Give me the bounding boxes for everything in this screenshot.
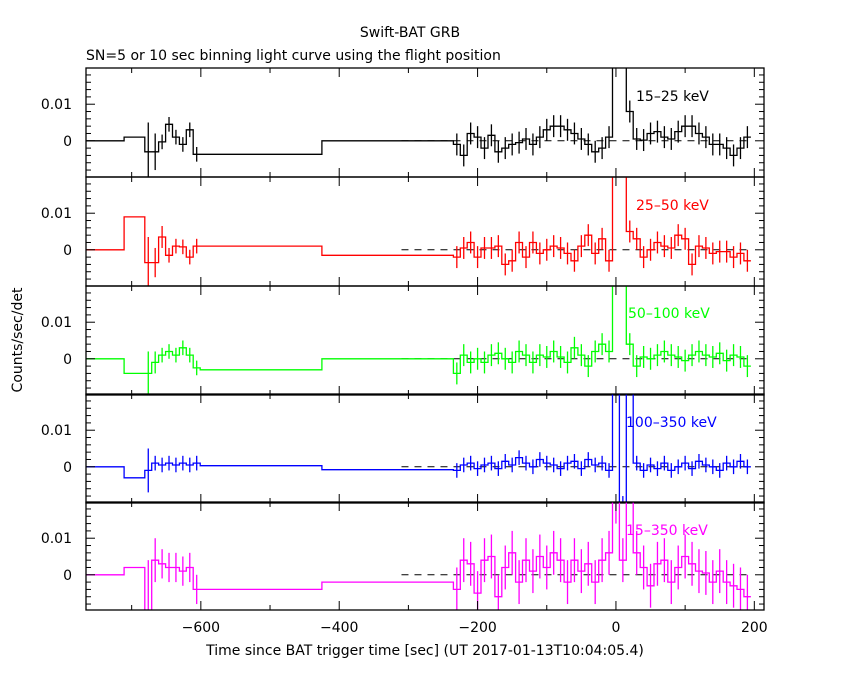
y-tick-label: 0.01 (41, 423, 72, 439)
panel-frame (85, 285, 765, 396)
panel-frame (85, 393, 765, 504)
y-tick-label: 0.01 (41, 97, 72, 113)
x-tick-label: 0 (611, 620, 620, 636)
x-axis-label: Time since BAT trigger time [sec] (UT 20… (205, 643, 644, 659)
panel-2: 0.01 0 50–100 keV (41, 285, 765, 396)
series-1 (86, 177, 751, 286)
panel-1: 0.01 0 25–50 keV (41, 176, 765, 287)
series-label: 50–100 keV (628, 306, 710, 322)
y-tick-label: 0 (63, 134, 72, 150)
series-label: 25–50 keV (636, 198, 709, 214)
y-tick-label: 0.01 (41, 206, 72, 222)
step-line (86, 502, 751, 610)
y-tick-label: 0 (63, 352, 72, 368)
panel-frame (85, 501, 765, 611)
series-2 (86, 286, 751, 395)
panel-frame (85, 176, 765, 287)
series-label: 15–25 keV (636, 89, 709, 105)
y-axis-label: Counts/sec/det (10, 287, 26, 392)
y-tick-label: 0 (63, 568, 72, 584)
y-tick-label: 0.01 (41, 531, 72, 547)
chart-title: Swift-BAT GRB (360, 25, 460, 41)
y-tick-label: 0 (63, 460, 72, 476)
panel-0: 0.01 0 15–25 keV (41, 67, 765, 178)
y-tick-label: 0.01 (41, 315, 72, 331)
step-line (86, 177, 751, 266)
x-tick-label: −600 (182, 620, 220, 636)
x-tick-label: −200 (458, 620, 496, 636)
series-label: 100–350 keV (626, 415, 717, 431)
panel-frame (85, 67, 765, 178)
series-4 (86, 502, 751, 610)
step-line (86, 68, 751, 157)
panel-3: 0.01 0 100–350 keV (41, 393, 765, 504)
x-tick-label: −400 (320, 620, 358, 636)
x-tick-label: 200 (741, 620, 768, 636)
panel-4: 0.01 0 15–350 keV (41, 501, 765, 611)
chart-subtitle: SN=5 or 10 sec binning light curve using… (86, 48, 501, 64)
y-tick-label: 0 (63, 243, 72, 259)
series-3 (86, 394, 751, 503)
series-label: 15–350 keV (626, 523, 708, 539)
series-0 (86, 68, 751, 177)
